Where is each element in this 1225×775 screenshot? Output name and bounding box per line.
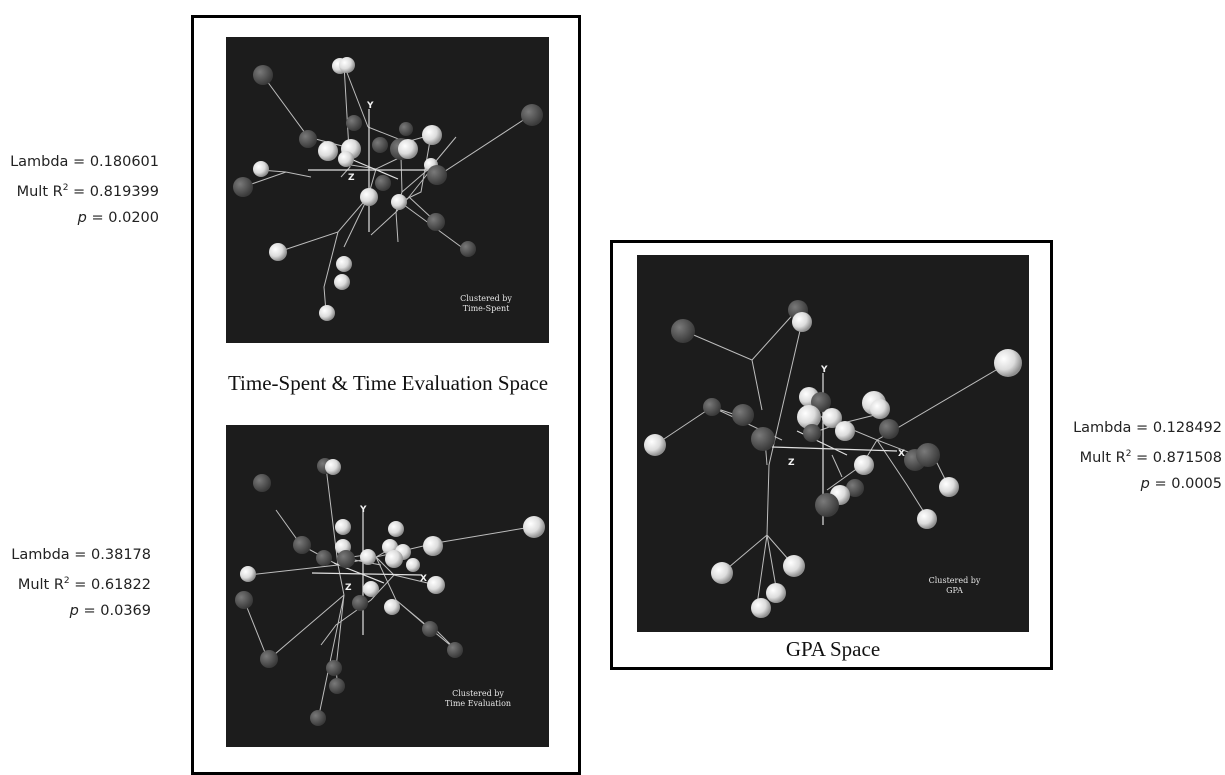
stats-gpa: Lambda = 0.128492 Mult R2 = 0.871508 p =… bbox=[1073, 415, 1222, 497]
mult-r2-value: Mult R2 = 0.61822 bbox=[17, 576, 151, 593]
left-frame-caption: Time-Spent & Time Evaluation Space bbox=[227, 371, 549, 395]
p-value: p = 0.0369 bbox=[69, 602, 151, 619]
z-axis-label: Z bbox=[345, 583, 352, 593]
cluster-nodes bbox=[235, 458, 545, 726]
axes bbox=[311, 512, 423, 635]
right-frame-caption: GPA Space bbox=[785, 637, 881, 661]
panel-time-evaluation: Y X Z bbox=[226, 425, 549, 747]
y-axis-label: Y bbox=[359, 505, 367, 515]
time-spent-cluster-plot: Y Z bbox=[233, 57, 543, 321]
dendrogram-links bbox=[243, 466, 532, 721]
z-axis-label: Z bbox=[348, 173, 355, 183]
x-axis-label: X bbox=[898, 449, 905, 459]
mult-r2-value: Mult R2 = 0.819399 bbox=[16, 183, 159, 200]
panel-note: Clustered by GPA bbox=[928, 576, 981, 595]
dendrogram-links bbox=[654, 309, 1009, 606]
lambda-value: Lambda = 0.38178 bbox=[11, 547, 151, 563]
p-value: p = 0.0005 bbox=[1140, 475, 1222, 492]
x-axis-label: X bbox=[420, 574, 427, 584]
stats-time-evaluation: Lambda = 0.38178 Mult R2 = 0.61822 p = 0… bbox=[11, 542, 151, 624]
p-value: p = 0.0200 bbox=[77, 209, 159, 226]
panel-note: Clustered by Time Evaluation bbox=[444, 689, 512, 708]
y-axis-label: Y bbox=[366, 101, 374, 111]
cluster-nodes bbox=[644, 300, 1022, 618]
panel-gpa: Y X Z bbox=[637, 255, 1029, 632]
cluster-nodes bbox=[233, 57, 543, 321]
panel-note: Clustered by Time-Spent bbox=[460, 294, 512, 313]
panel-time-spent: Y Z bbox=[226, 37, 549, 343]
stats-time-spent: Lambda = 0.180601 Mult R2 = 0.819399 p =… bbox=[10, 149, 159, 231]
lambda-value: Lambda = 0.180601 bbox=[10, 154, 159, 170]
z-axis-label: Z bbox=[788, 458, 795, 468]
gpa-cluster-plot: Y X Z bbox=[644, 300, 1022, 618]
lambda-value: Lambda = 0.128492 bbox=[1073, 420, 1222, 436]
time-evaluation-cluster-plot: Y X Z bbox=[235, 458, 545, 726]
mult-r2-value: Mult R2 = 0.871508 bbox=[1079, 449, 1222, 466]
y-axis-label: Y bbox=[820, 365, 828, 375]
axes bbox=[308, 109, 431, 232]
